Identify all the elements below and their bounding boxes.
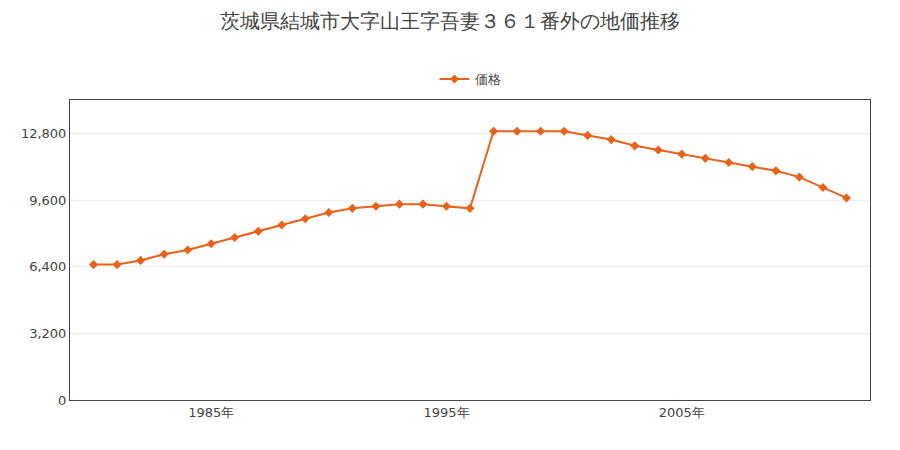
svg-text:6,400: 6,400 [29, 259, 66, 274]
svg-text:1985年: 1985年 [188, 405, 234, 420]
svg-text:1995年: 1995年 [423, 405, 469, 420]
svg-text:価格: 価格 [475, 72, 501, 87]
svg-text:茨城県結城市大字山王字吾妻３６１番外の地価推移: 茨城県結城市大字山王字吾妻３６１番外の地価推移 [220, 9, 680, 33]
svg-text:2005年: 2005年 [659, 405, 705, 420]
svg-text:0: 0 [58, 393, 66, 408]
svg-text:3,200: 3,200 [29, 326, 66, 341]
svg-text:12,800: 12,800 [21, 126, 67, 141]
svg-text:9,600: 9,600 [29, 193, 66, 208]
